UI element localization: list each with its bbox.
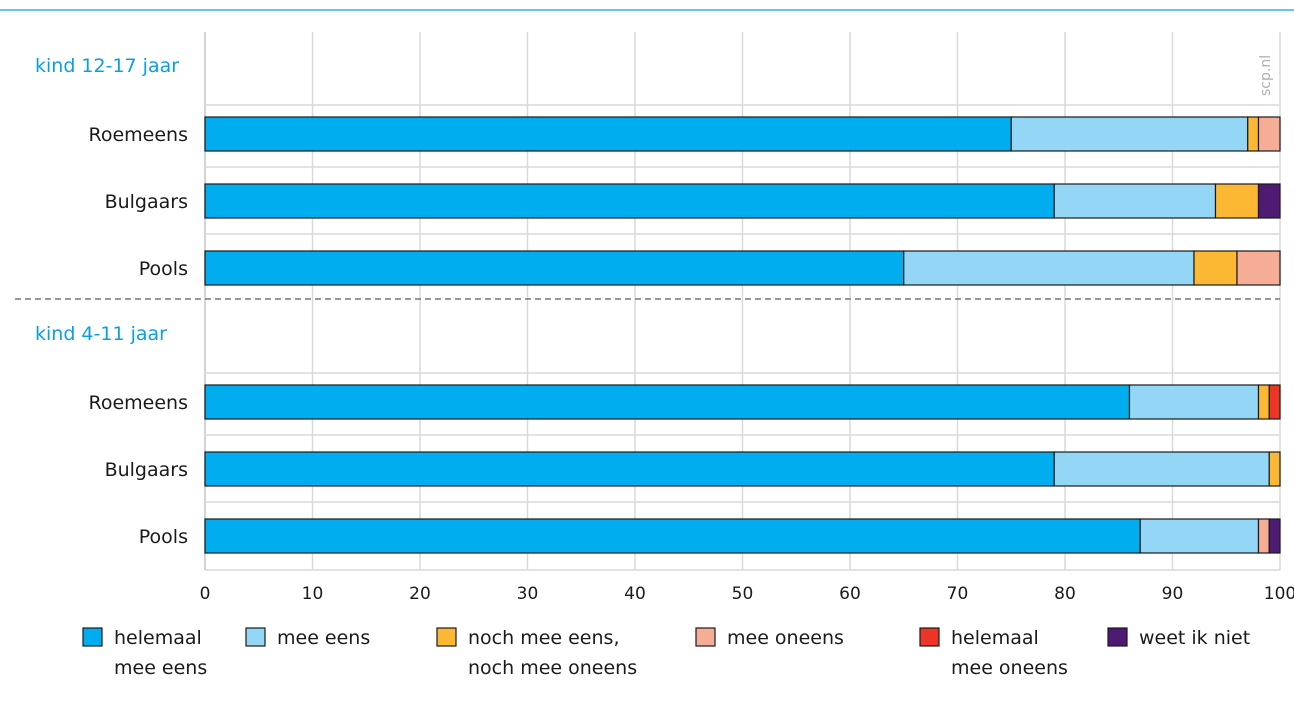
bar-segment xyxy=(1128,384,1260,420)
bar-segment xyxy=(1268,384,1281,420)
x-tick-label: 50 xyxy=(732,584,754,604)
bar-segment xyxy=(1247,116,1260,152)
x-tick-label: 60 xyxy=(839,584,861,604)
row-label: Bulgaars xyxy=(105,191,188,213)
bar-segment xyxy=(204,183,1055,219)
bar-segment xyxy=(1193,250,1238,286)
x-tick-label: 0 xyxy=(200,584,211,604)
legend-swatch xyxy=(82,627,103,647)
group-label: kind 12-17 jaar xyxy=(35,55,179,77)
x-tick-label: 90 xyxy=(1162,584,1184,604)
row-label: Roemeens xyxy=(89,124,189,146)
x-tick-label: 20 xyxy=(409,584,431,604)
bar-segment xyxy=(1257,384,1270,420)
bar-segment xyxy=(1010,116,1249,152)
group-label: kind 4-11 jaar xyxy=(35,323,167,345)
bar-segment xyxy=(204,451,1055,487)
bar-segment xyxy=(1268,451,1281,487)
legend-swatch xyxy=(245,627,266,647)
row-label: Roemeens xyxy=(89,392,189,414)
legend-swatch xyxy=(1107,627,1128,647)
bar-segment xyxy=(204,384,1131,420)
x-tick-label: 70 xyxy=(947,584,969,604)
bar-segment xyxy=(903,250,1195,286)
legend-swatch xyxy=(695,627,716,647)
x-tick-label: 100 xyxy=(1264,584,1294,604)
bar-segment xyxy=(1214,183,1260,219)
watermark: scp.nl xyxy=(1258,55,1274,96)
bar-segment xyxy=(1268,518,1281,554)
bar-segment xyxy=(1257,183,1281,219)
x-tick-label: 80 xyxy=(1054,584,1076,604)
legend-label: mee eens xyxy=(114,657,207,679)
legend-label: helemaal xyxy=(951,627,1039,649)
legend-label: mee oneens xyxy=(951,657,1068,679)
legend-label: noch mee eens, xyxy=(468,627,619,649)
legend-label: helemaal xyxy=(114,627,202,649)
legend-label: weet ik niet xyxy=(1139,627,1250,649)
bar-segment xyxy=(1053,183,1217,219)
bar-segment xyxy=(204,518,1141,554)
bar-segment xyxy=(1236,250,1281,286)
bar-segment xyxy=(1053,451,1270,487)
x-tick-label: 30 xyxy=(517,584,539,604)
legend-label: mee oneens xyxy=(727,627,844,649)
bar-segment xyxy=(204,250,905,286)
bar-segment xyxy=(204,116,1012,152)
legend-swatch xyxy=(436,627,457,647)
row-label: Bulgaars xyxy=(105,459,188,481)
x-tick-label: 40 xyxy=(624,584,646,604)
row-label: Pools xyxy=(139,526,188,548)
row-label: Pools xyxy=(139,258,188,280)
legend-label: noch mee oneens xyxy=(468,657,637,679)
x-tick-label: 10 xyxy=(302,584,324,604)
legend-label: mee eens xyxy=(277,627,370,649)
bar-segment xyxy=(1257,116,1281,152)
bar-segment xyxy=(1257,518,1270,554)
bar-segment xyxy=(1139,518,1260,554)
legend-swatch xyxy=(919,627,940,647)
